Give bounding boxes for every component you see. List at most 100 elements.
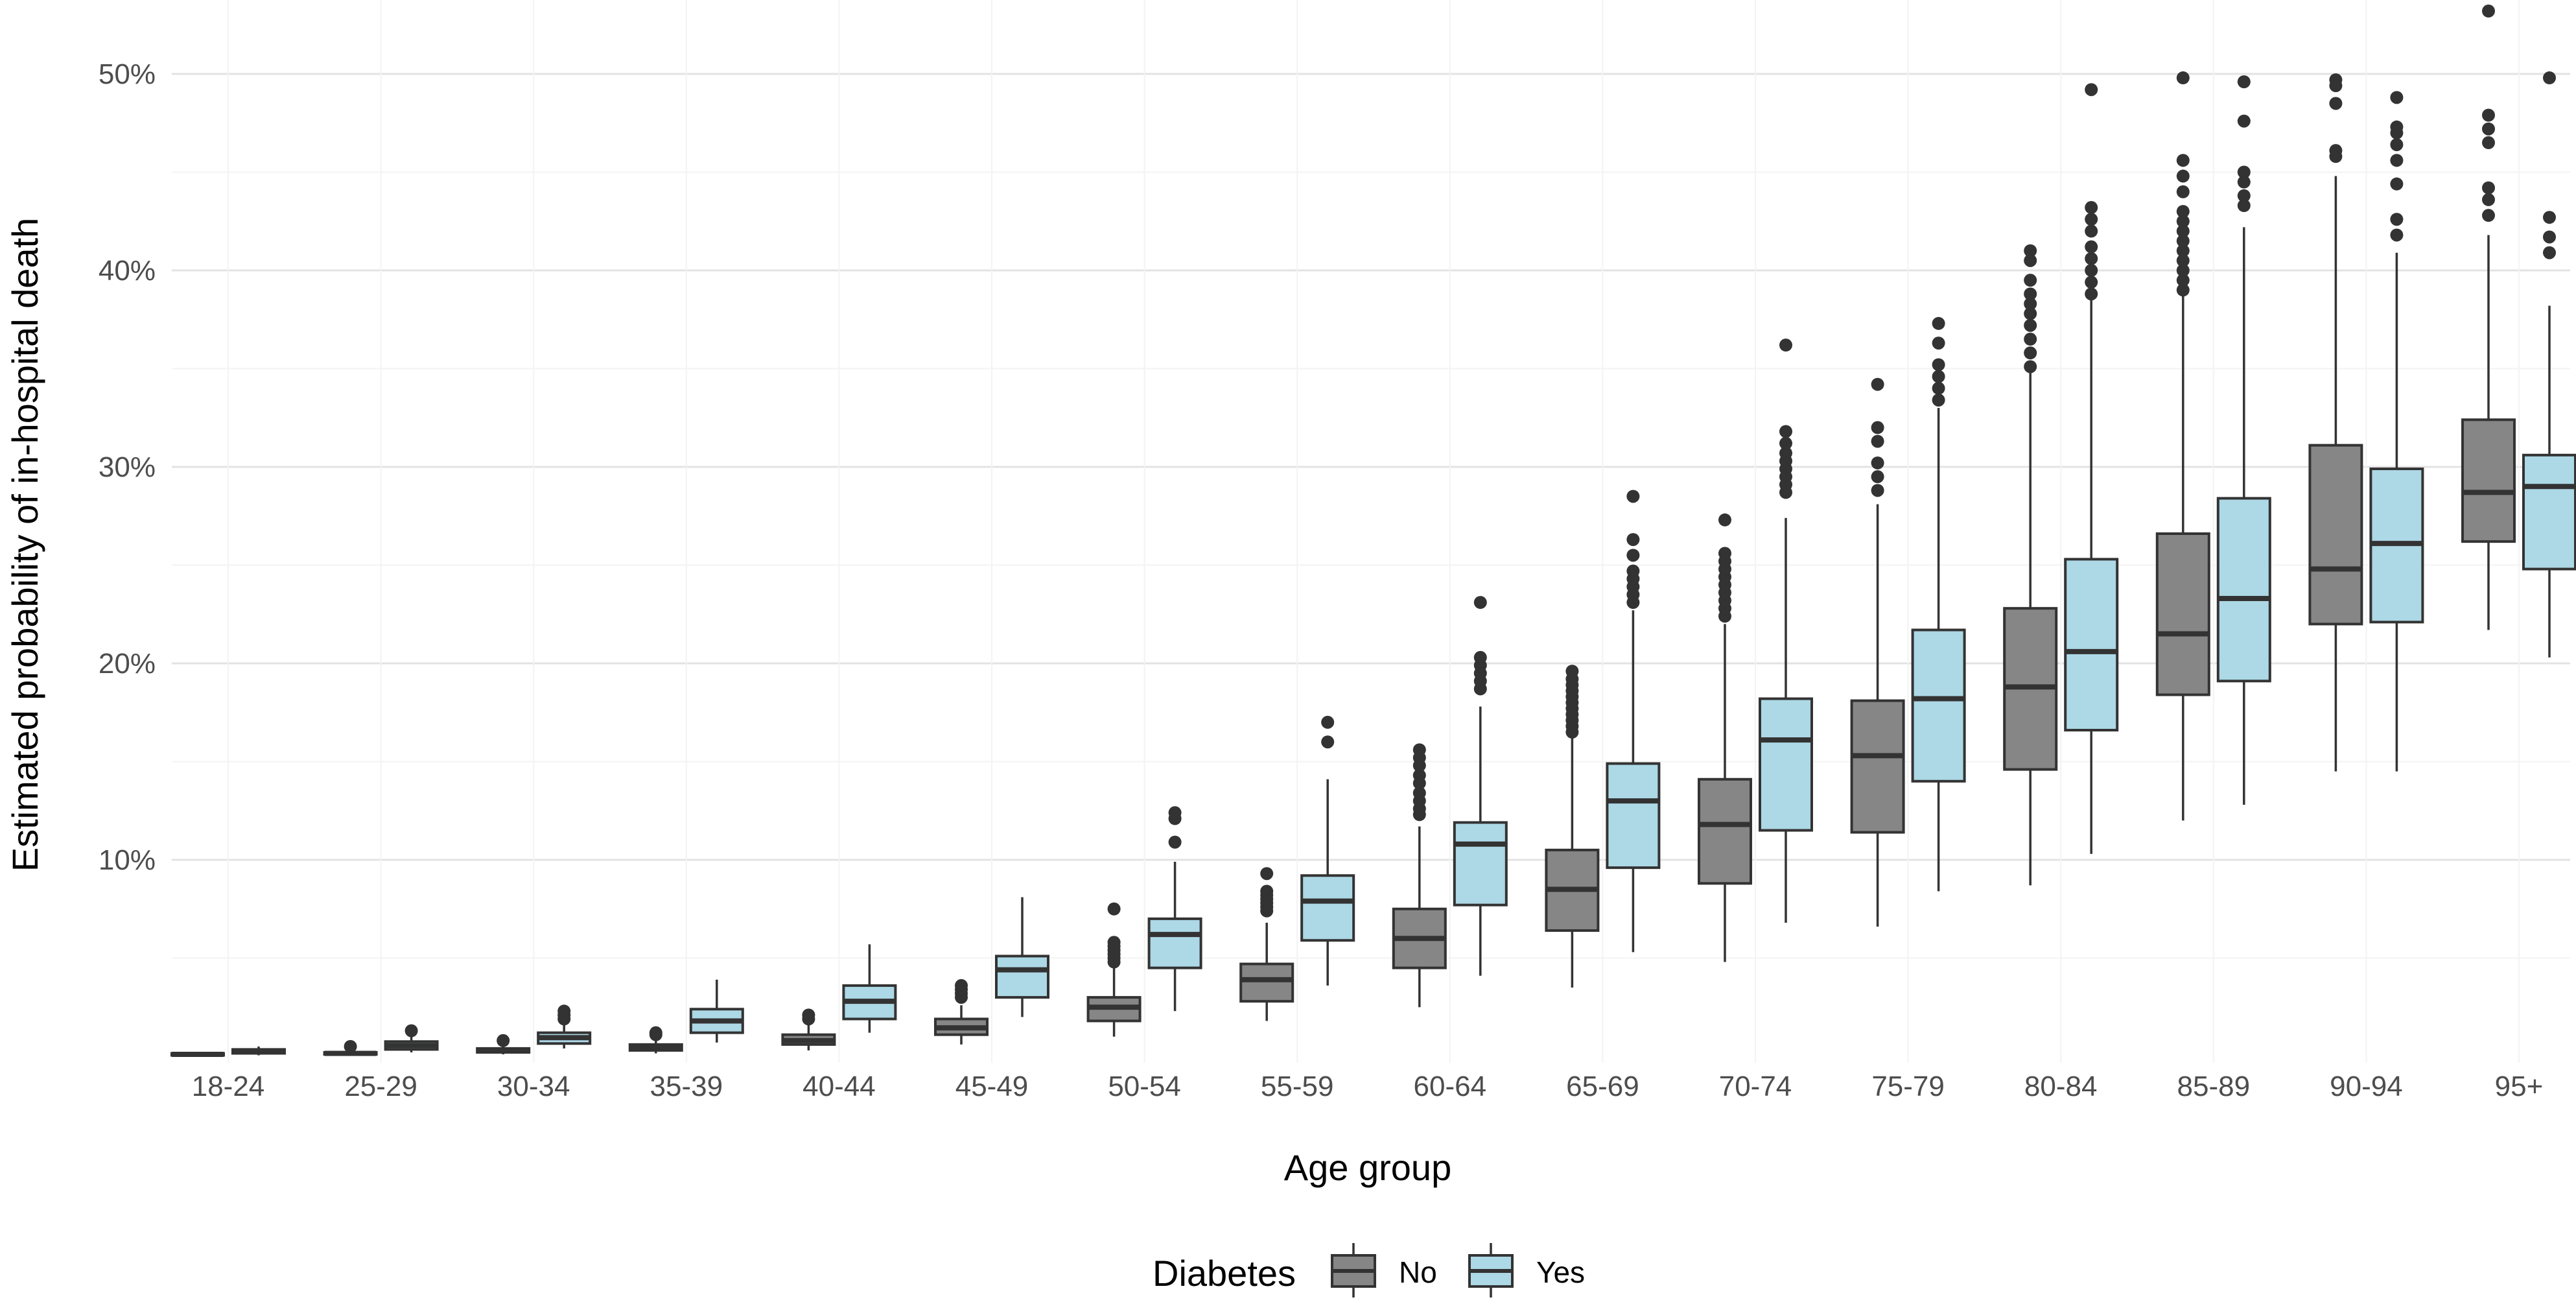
outlier-point	[2085, 201, 2098, 215]
outlier-point	[1626, 533, 1640, 547]
y-tick-label: 20%	[99, 648, 156, 680]
outlier-point	[497, 1034, 510, 1047]
outlier-point	[1412, 768, 1426, 782]
outlier-point	[2237, 199, 2251, 213]
x-tick-label: 75-79	[1871, 1071, 1945, 1102]
box-iqr	[1300, 874, 1355, 942]
x-tick-label: 35-39	[650, 1071, 723, 1102]
outlier-point	[2024, 244, 2037, 257]
box-no-90-94	[2308, 73, 2363, 772]
outlier-point	[2390, 91, 2404, 104]
outlier-point	[2390, 138, 2404, 152]
x-tick-label: 50-54	[1108, 1071, 1181, 1102]
outlier-point	[2482, 5, 2495, 18]
outlier-point	[1932, 337, 1945, 350]
box-no-65-69	[1545, 665, 1600, 988]
y-tick-label: 50%	[99, 58, 156, 90]
outlier-point	[2176, 215, 2190, 228]
outlier-point	[1626, 564, 1640, 578]
outlier-point	[2176, 71, 2190, 85]
box-yes-50-54	[1147, 806, 1202, 1012]
outlier-point	[1932, 393, 1945, 407]
x-tick-label: 90-94	[2330, 1071, 2403, 1102]
box-no-55-59	[1239, 867, 1294, 1021]
outlier-point	[1871, 456, 1884, 469]
outlier-point	[2390, 154, 2404, 167]
box-iqr	[2522, 453, 2576, 571]
x-tick-label: 30-34	[497, 1071, 570, 1102]
legend-label: No	[1399, 1255, 1437, 1289]
box-iqr	[1606, 762, 1661, 870]
box-yes-35-39	[689, 979, 744, 1043]
outlier-point	[1626, 549, 1640, 562]
outlier-point	[2482, 181, 2495, 195]
outlier-point	[1871, 484, 1884, 497]
y-tick-label: 40%	[99, 255, 156, 287]
outlier-point	[2176, 169, 2190, 183]
box-yes-40-44	[842, 944, 897, 1033]
outlier-point	[2237, 165, 2251, 179]
outlier-point	[2176, 234, 2190, 248]
outlier-point	[1871, 421, 1884, 434]
x-axis-ticks: 18-24 25-29 30-34 35-39 40-44 45-49 50-54 55-59…	[192, 1071, 2544, 1102]
legend-key-yes: Yes	[1468, 1243, 1585, 1298]
box-yes-75-79	[1911, 316, 1966, 892]
box-yes-65-69	[1606, 490, 1661, 953]
box-no-70-74	[1698, 513, 1752, 962]
outlier-point	[649, 1026, 662, 1039]
outlier-point	[955, 978, 968, 992]
outlier-point	[1932, 358, 1945, 372]
y-axis-ticks: 10% 20% 30% 40% 50%	[99, 58, 156, 876]
outlier-point	[1107, 936, 1121, 949]
box-iqr	[2216, 497, 2271, 683]
box-yes-90-94	[2369, 91, 2424, 772]
box-yes-85-89	[2216, 75, 2271, 805]
box-no-85-89	[2155, 71, 2210, 821]
x-tick-label: 25-29	[344, 1071, 417, 1102]
outlier-point	[1412, 743, 1426, 757]
outlier-point	[2390, 228, 2404, 242]
box-no-50-54	[1086, 902, 1142, 1037]
box-no-30-34	[476, 1034, 531, 1054]
outlier-point	[1932, 381, 1945, 395]
outlier-point	[2176, 185, 2190, 198]
outlier-point	[1321, 735, 1335, 749]
outlier-point	[1168, 835, 1182, 849]
x-axis-title: Age group	[1284, 1147, 1451, 1188]
outlier-point	[2176, 224, 2190, 238]
box-yes-55-59	[1300, 715, 1355, 986]
box-series	[170, 5, 2576, 1057]
outlier-point	[1412, 786, 1426, 800]
box-iqr	[1759, 697, 1813, 832]
legend-key-no: No	[1331, 1243, 1437, 1298]
outlier-point	[1626, 490, 1640, 503]
box-iqr	[995, 954, 1049, 999]
outlier-point	[2176, 154, 2190, 167]
outlier-point	[2390, 120, 2404, 134]
outlier-point	[2024, 346, 2037, 360]
box-yes-25-29	[384, 1024, 439, 1052]
y-axis-title: Estimated probability of in-hospital dea…	[5, 218, 45, 872]
outlier-point	[2543, 211, 2556, 224]
outlier-point	[2176, 244, 2190, 257]
outlier-point	[1871, 470, 1884, 484]
outlier-point	[2085, 252, 2098, 265]
outlier-point	[2237, 189, 2251, 202]
outlier-point	[2176, 254, 2190, 267]
outlier-point	[2176, 205, 2190, 219]
box-no-80-84	[2003, 244, 2058, 886]
outlier-point	[557, 1004, 571, 1018]
outlier-point	[2390, 177, 2404, 191]
outlier-point	[2176, 264, 2190, 277]
box-iqr	[2461, 418, 2516, 543]
outlier-point	[1932, 370, 1945, 383]
outlier-point	[1871, 434, 1884, 448]
outlier-point	[2085, 213, 2098, 226]
y-tick-label: 30%	[99, 451, 156, 483]
box-iqr	[1239, 962, 1294, 1003]
box-iqr	[1698, 777, 1752, 885]
outlier-point	[1779, 425, 1792, 438]
outlier-point	[2237, 175, 2251, 189]
outlier-point	[2237, 114, 2251, 128]
